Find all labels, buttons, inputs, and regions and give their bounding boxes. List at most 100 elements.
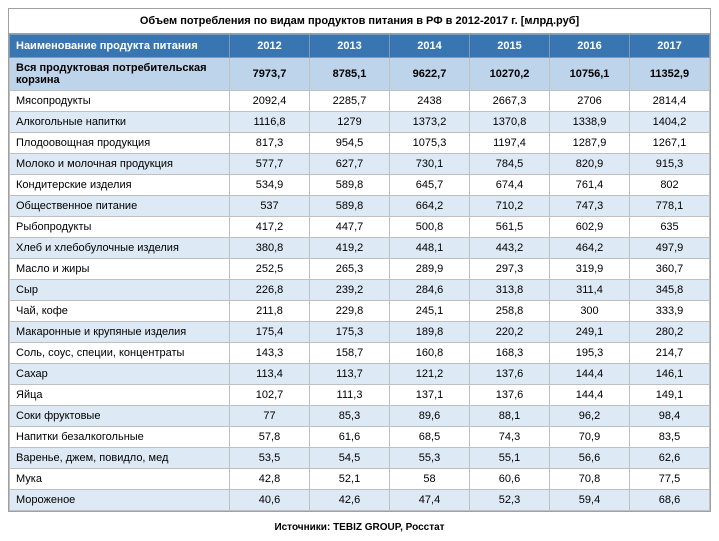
row-val-5: 345,8 <box>630 280 710 301</box>
total-val-3: 10270,2 <box>470 58 550 91</box>
row-val-0: 417,2 <box>230 217 310 238</box>
row-val-5: 497,9 <box>630 238 710 259</box>
row-name: Общественное питание <box>10 196 230 217</box>
row-val-5: 802 <box>630 175 710 196</box>
row-val-4: 249,1 <box>550 322 630 343</box>
row-val-1: 229,8 <box>310 301 390 322</box>
row-val-3: 710,2 <box>470 196 550 217</box>
row-val-1: 239,2 <box>310 280 390 301</box>
row-val-0: 1116,8 <box>230 112 310 133</box>
row-val-1: 111,3 <box>310 385 390 406</box>
row-val-3: 784,5 <box>470 154 550 175</box>
row-name: Чай, кофе <box>10 301 230 322</box>
row-name: Напитки безалкогольные <box>10 427 230 448</box>
row-val-5: 1267,1 <box>630 133 710 154</box>
row-val-1: 419,2 <box>310 238 390 259</box>
row-name: Соки фруктовые <box>10 406 230 427</box>
row-val-3: 88,1 <box>470 406 550 427</box>
row-val-1: 42,6 <box>310 490 390 511</box>
total-val-1: 8785,1 <box>310 58 390 91</box>
total-val-5: 11352,9 <box>630 58 710 91</box>
row-name: Варенье, джем, повидло, мед <box>10 448 230 469</box>
row-val-4: 144,4 <box>550 364 630 385</box>
row-val-4: 311,4 <box>550 280 630 301</box>
row-name: Масло и жиры <box>10 259 230 280</box>
row-val-5: 68,6 <box>630 490 710 511</box>
row-val-3: 168,3 <box>470 343 550 364</box>
table-row: Мука42,852,15860,670,877,5 <box>10 469 710 490</box>
row-val-2: 664,2 <box>390 196 470 217</box>
data-table: Наименование продукта питания 2012 2013 … <box>9 34 710 511</box>
row-val-3: 55,1 <box>470 448 550 469</box>
table-row: Хлеб и хлебобулочные изделия380,8419,244… <box>10 238 710 259</box>
row-name: Мороженое <box>10 490 230 511</box>
row-val-4: 464,2 <box>550 238 630 259</box>
row-val-2: 160,8 <box>390 343 470 364</box>
row-val-1: 158,7 <box>310 343 390 364</box>
row-val-4: 56,6 <box>550 448 630 469</box>
row-val-3: 220,2 <box>470 322 550 343</box>
row-val-4: 2706 <box>550 91 630 112</box>
row-val-3: 137,6 <box>470 364 550 385</box>
row-val-0: 113,4 <box>230 364 310 385</box>
row-val-4: 59,4 <box>550 490 630 511</box>
row-val-2: 645,7 <box>390 175 470 196</box>
header-year-0: 2012 <box>230 35 310 58</box>
row-val-3: 313,8 <box>470 280 550 301</box>
row-name: Мука <box>10 469 230 490</box>
row-val-2: 730,1 <box>390 154 470 175</box>
row-val-5: 360,7 <box>630 259 710 280</box>
table-row: Напитки безалкогольные57,861,668,574,370… <box>10 427 710 448</box>
table-row: Варенье, джем, повидло, мед53,554,555,35… <box>10 448 710 469</box>
row-val-5: 1404,2 <box>630 112 710 133</box>
row-name: Яйца <box>10 385 230 406</box>
row-val-3: 674,4 <box>470 175 550 196</box>
row-val-3: 561,5 <box>470 217 550 238</box>
row-val-2: 89,6 <box>390 406 470 427</box>
row-val-1: 113,7 <box>310 364 390 385</box>
row-val-1: 61,6 <box>310 427 390 448</box>
row-val-5: 778,1 <box>630 196 710 217</box>
row-val-0: 42,8 <box>230 469 310 490</box>
row-val-3: 297,3 <box>470 259 550 280</box>
row-val-1: 954,5 <box>310 133 390 154</box>
data-table-container: Объем потребления по видам продуктов пит… <box>8 8 711 512</box>
row-name: Сахар <box>10 364 230 385</box>
row-val-3: 60,6 <box>470 469 550 490</box>
row-val-2: 245,1 <box>390 301 470 322</box>
row-val-2: 137,1 <box>390 385 470 406</box>
row-val-0: 534,9 <box>230 175 310 196</box>
row-val-1: 2285,7 <box>310 91 390 112</box>
row-val-5: 77,5 <box>630 469 710 490</box>
header-year-2: 2014 <box>390 35 470 58</box>
table-row: Макаронные и крупяные изделия175,4175,31… <box>10 322 710 343</box>
table-row: Плодоовощная продукция817,3954,51075,311… <box>10 133 710 154</box>
row-val-2: 189,8 <box>390 322 470 343</box>
row-val-0: 53,5 <box>230 448 310 469</box>
row-val-2: 47,4 <box>390 490 470 511</box>
row-val-4: 300 <box>550 301 630 322</box>
total-name: Вся продуктовая потребительская корзина <box>10 58 230 91</box>
row-val-0: 817,3 <box>230 133 310 154</box>
row-val-2: 55,3 <box>390 448 470 469</box>
row-val-2: 1373,2 <box>390 112 470 133</box>
total-val-0: 7973,7 <box>230 58 310 91</box>
row-val-1: 1279 <box>310 112 390 133</box>
row-val-5: 83,5 <box>630 427 710 448</box>
row-val-0: 537 <box>230 196 310 217</box>
table-row: Соки фруктовые7785,389,688,196,298,4 <box>10 406 710 427</box>
row-val-4: 602,9 <box>550 217 630 238</box>
table-row: Молоко и молочная продукция577,7627,7730… <box>10 154 710 175</box>
row-name: Кондитерские изделия <box>10 175 230 196</box>
row-val-0: 252,5 <box>230 259 310 280</box>
row-val-0: 380,8 <box>230 238 310 259</box>
source-line: Источники: TEBIZ GROUP, Росстат <box>8 512 711 533</box>
row-val-2: 2438 <box>390 91 470 112</box>
row-val-1: 54,5 <box>310 448 390 469</box>
row-val-5: 915,3 <box>630 154 710 175</box>
row-name: Хлеб и хлебобулочные изделия <box>10 238 230 259</box>
row-val-4: 761,4 <box>550 175 630 196</box>
row-val-5: 146,1 <box>630 364 710 385</box>
row-val-0: 40,6 <box>230 490 310 511</box>
row-val-5: 214,7 <box>630 343 710 364</box>
